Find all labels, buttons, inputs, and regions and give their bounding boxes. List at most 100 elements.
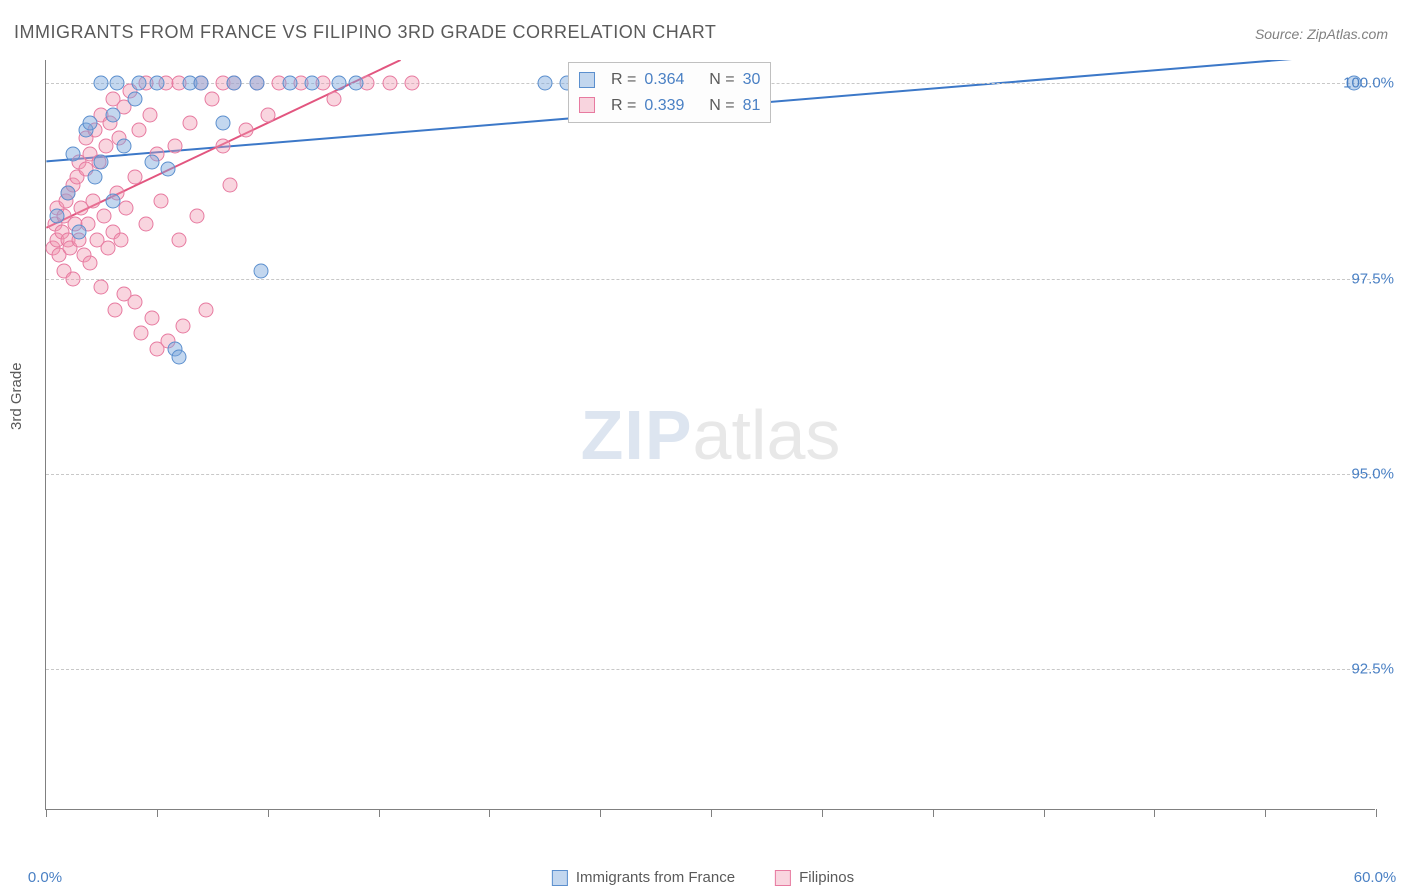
gridline-h: [46, 474, 1375, 475]
correlation-stats-box: R = 0.364 N = 30R = 0.339 N = 81: [568, 62, 771, 123]
x-tick: [268, 809, 269, 817]
stats-row-france: R = 0.364 N = 30: [579, 67, 760, 93]
stats-swatch-france: [579, 72, 595, 88]
legend-item-france: Immigrants from France: [552, 869, 735, 886]
watermark: ZIPatlas: [581, 395, 841, 475]
scatter-point-france: [72, 224, 87, 239]
y-tick-label: 92.5%: [1351, 661, 1394, 678]
scatter-point-france: [145, 154, 160, 169]
scatter-point-france: [83, 115, 98, 130]
scatter-point-filipinos: [127, 295, 142, 310]
scatter-point-filipinos: [382, 76, 397, 91]
scatter-point-filipinos: [154, 193, 169, 208]
scatter-point-france: [160, 162, 175, 177]
y-axis-label: 3rd Grade: [8, 362, 25, 430]
stats-r-value-filipinos: 0.339: [644, 93, 684, 119]
x-tick: [46, 809, 47, 817]
scatter-point-filipinos: [143, 107, 158, 122]
x-tick: [933, 809, 934, 817]
scatter-point-filipinos: [127, 170, 142, 185]
scatter-point-filipinos: [189, 209, 204, 224]
plot-area: ZIPatlas: [45, 60, 1375, 810]
scatter-point-filipinos: [134, 326, 149, 341]
stats-n-label: N =: [709, 93, 734, 119]
stats-n-label: N =: [709, 67, 734, 93]
x-tick: [489, 809, 490, 817]
x-tick: [600, 809, 601, 817]
watermark-atlas: atlas: [693, 396, 841, 474]
scatter-point-france: [216, 115, 231, 130]
scatter-point-filipinos: [85, 193, 100, 208]
x-tick-label: 60.0%: [1354, 869, 1397, 886]
scatter-point-france: [254, 263, 269, 278]
x-tick: [1376, 809, 1377, 817]
scatter-point-france: [305, 76, 320, 91]
scatter-point-france: [132, 76, 147, 91]
stats-r-value-france: 0.364: [644, 67, 684, 93]
scatter-point-filipinos: [183, 115, 198, 130]
scatter-point-france: [50, 209, 65, 224]
scatter-point-france: [94, 76, 109, 91]
scatter-point-filipinos: [114, 232, 129, 247]
scatter-point-filipinos: [94, 279, 109, 294]
bottom-legend: Immigrants from France Filipinos: [552, 869, 854, 886]
scatter-point-france: [331, 76, 346, 91]
x-tick: [1044, 809, 1045, 817]
scatter-point-france: [349, 76, 364, 91]
scatter-point-france: [87, 170, 102, 185]
scatter-point-filipinos: [327, 92, 342, 107]
x-tick: [1265, 809, 1266, 817]
trend-lines-layer: [46, 60, 1375, 809]
scatter-point-france: [116, 138, 131, 153]
scatter-point-filipinos: [222, 178, 237, 193]
y-tick-label: 100.0%: [1343, 75, 1394, 92]
scatter-point-france: [537, 76, 552, 91]
gridline-h: [46, 279, 1375, 280]
scatter-point-filipinos: [65, 271, 80, 286]
scatter-point-filipinos: [167, 138, 182, 153]
scatter-point-france: [227, 76, 242, 91]
scatter-point-filipinos: [172, 232, 187, 247]
legend-swatch-france: [552, 870, 568, 886]
scatter-point-filipinos: [138, 217, 153, 232]
scatter-point-france: [105, 193, 120, 208]
gridline-h: [46, 669, 1375, 670]
scatter-point-filipinos: [118, 201, 133, 216]
scatter-point-france: [109, 76, 124, 91]
scatter-point-france: [172, 349, 187, 364]
scatter-point-france: [65, 146, 80, 161]
stats-r-label: R =: [611, 93, 636, 119]
stats-swatch-filipinos: [579, 97, 595, 113]
source-attribution: Source: ZipAtlas.com: [1255, 26, 1388, 42]
scatter-point-filipinos: [176, 318, 191, 333]
scatter-point-france: [105, 107, 120, 122]
x-tick: [157, 809, 158, 817]
x-tick: [711, 809, 712, 817]
y-tick-label: 97.5%: [1351, 270, 1394, 287]
stats-r-label: R =: [611, 67, 636, 93]
scatter-point-filipinos: [238, 123, 253, 138]
scatter-point-france: [127, 92, 142, 107]
scatter-point-france: [149, 76, 164, 91]
chart-title: IMMIGRANTS FROM FRANCE VS FILIPINO 3RD G…: [14, 22, 716, 43]
scatter-point-filipinos: [404, 76, 419, 91]
x-tick: [822, 809, 823, 817]
y-tick-label: 95.0%: [1351, 466, 1394, 483]
scatter-point-filipinos: [205, 92, 220, 107]
scatter-point-filipinos: [107, 303, 122, 318]
scatter-point-filipinos: [145, 310, 160, 325]
legend-label-france: Immigrants from France: [576, 869, 735, 886]
scatter-point-filipinos: [260, 107, 275, 122]
stats-row-filipinos: R = 0.339 N = 81: [579, 93, 760, 119]
scatter-point-filipinos: [83, 256, 98, 271]
x-tick: [1154, 809, 1155, 817]
scatter-point-france: [282, 76, 297, 91]
legend-swatch-filipinos: [775, 870, 791, 886]
legend-item-filipinos: Filipinos: [775, 869, 854, 886]
x-tick: [379, 809, 380, 817]
legend-label-filipinos: Filipinos: [799, 869, 854, 886]
stats-n-value-france: 30: [743, 67, 761, 93]
scatter-point-filipinos: [198, 303, 213, 318]
scatter-point-france: [249, 76, 264, 91]
watermark-zip: ZIP: [581, 396, 693, 474]
